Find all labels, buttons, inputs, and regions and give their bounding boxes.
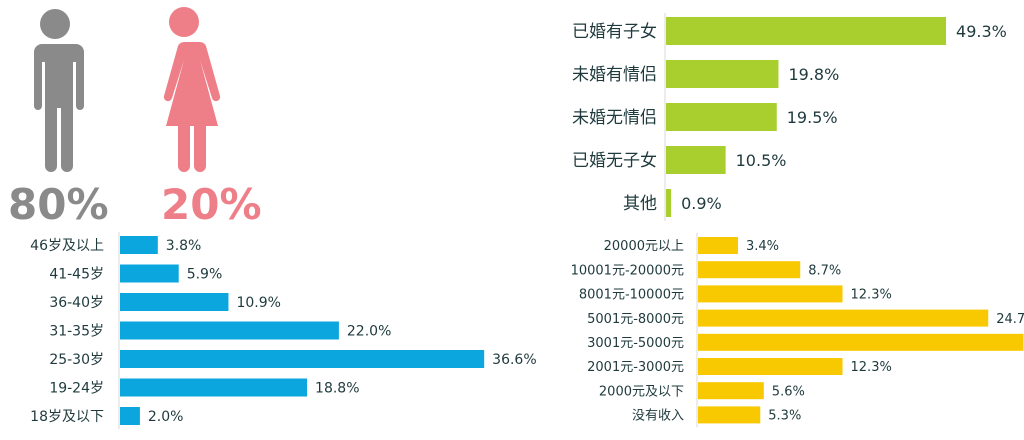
- income-category-label: 没有收入: [632, 409, 684, 424]
- income-bar: [698, 285, 843, 303]
- income-category-label: 5001元-8000元: [587, 312, 684, 327]
- age-category-label: 31-35岁: [49, 324, 104, 340]
- income-bar: [698, 261, 801, 279]
- age-bar: [120, 321, 339, 340]
- income-value-label: 5.3%: [768, 409, 801, 424]
- male-percent: 80%: [8, 180, 109, 229]
- age-bar: [120, 293, 229, 311]
- age-bar: [120, 350, 485, 368]
- income-value-label: 12.3%: [851, 288, 892, 303]
- age-value-label: 36.6%: [492, 352, 536, 368]
- marital-bar: [666, 103, 777, 131]
- marital-category-label: 已婚有子女: [572, 22, 657, 42]
- income-bar: [698, 382, 764, 400]
- age-bar: [120, 236, 158, 254]
- marital-value-label: 0.9%: [681, 194, 722, 213]
- marital-category-label: 已婚无子女: [572, 151, 657, 171]
- age-category-label: 46岁及以上: [30, 238, 104, 254]
- income-value-label: 8.7%: [808, 263, 841, 278]
- income-value-label: 12.3%: [851, 360, 892, 375]
- marital-value-label: 10.5%: [736, 151, 787, 170]
- age-bar-chart: 46岁及以上 3.8% 41-45岁 5.9% 36-40岁 10.9% 31-35岁 22.…: [30, 232, 537, 429]
- income-bar-chart: 20000元以上 3.4% 10001元-20000元 8.7% 8001元-10000…: [571, 233, 1024, 428]
- income-value-label: 3.4%: [746, 239, 779, 254]
- income-bar: [698, 309, 989, 327]
- income-bar: [698, 358, 843, 375]
- income-category-label: 2000元及以下: [599, 384, 684, 399]
- marital-category-label: 未婚无情侣: [572, 108, 657, 128]
- income-category-label: 10001元-20000元: [571, 263, 684, 278]
- marital-bar: [666, 146, 726, 174]
- income-category-label: 2001元-3000元: [587, 360, 684, 375]
- age-value-label: 5.9%: [187, 267, 223, 283]
- male-person-icon: [34, 9, 84, 172]
- age-value-label: 3.8%: [166, 238, 202, 254]
- marital-value-label: 19.8%: [788, 65, 839, 84]
- female-person-icon: [163, 7, 221, 172]
- age-value-label: 18.8%: [315, 381, 359, 397]
- age-category-label: 19-24岁: [49, 381, 104, 397]
- income-category-label: 8001元-10000元: [579, 288, 684, 303]
- age-category-label: 18岁及以下: [30, 409, 104, 425]
- female-percent: 20%: [161, 180, 262, 229]
- income-bar: [698, 406, 761, 424]
- age-bar: [120, 264, 179, 283]
- age-category-label: 25-30岁: [49, 352, 104, 368]
- age-value-label: 2.0%: [148, 409, 184, 425]
- marital-bar: [666, 189, 672, 217]
- age-bar: [120, 378, 308, 397]
- marital-value-label: 19.5%: [787, 108, 838, 127]
- income-category-label: 20000元以上: [604, 239, 684, 254]
- marital-bar-chart: 已婚有子女 49.3% 未婚有情侣 19.8% 未婚无情侣 19.5% 已婚无子女 10.5%…: [572, 13, 1007, 221]
- marital-value-label: 49.3%: [956, 22, 1007, 41]
- age-value-label: 10.9%: [236, 295, 280, 311]
- marital-bar: [666, 60, 779, 88]
- income-value-label: 5.6%: [772, 384, 805, 399]
- marital-bar: [666, 17, 947, 45]
- marital-category-label: 未婚有情侣: [572, 65, 657, 85]
- income-bar: [698, 333, 1024, 351]
- income-bar: [698, 237, 738, 254]
- age-category-label: 41-45岁: [49, 267, 104, 283]
- age-bar: [120, 407, 140, 425]
- marital-category-label: 其他: [623, 194, 657, 214]
- age-value-label: 22.0%: [347, 324, 391, 340]
- income-value-label: 24.7%: [996, 312, 1024, 327]
- age-category-label: 36-40岁: [49, 295, 104, 311]
- income-category-label: 3001元-5000元: [587, 336, 684, 351]
